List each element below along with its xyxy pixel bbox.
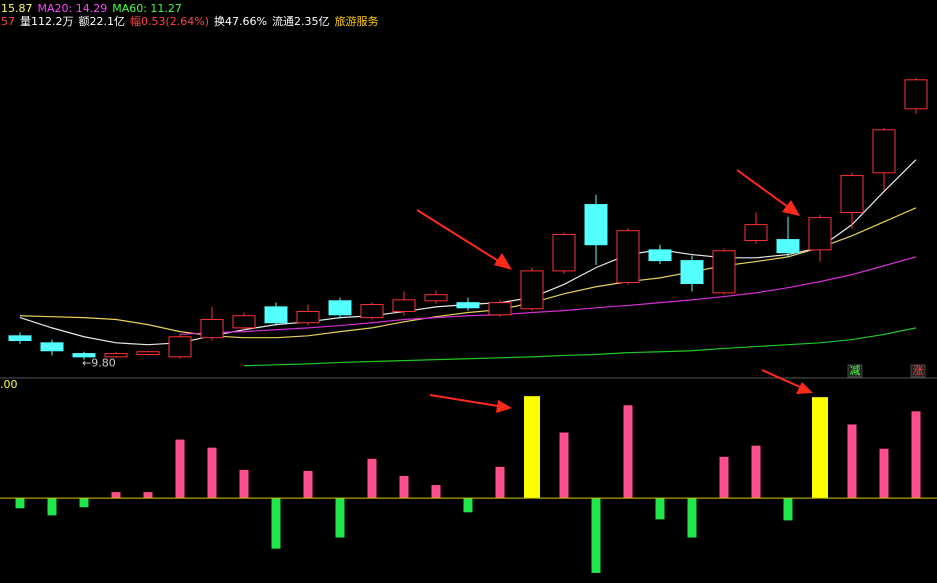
- bar: [15, 498, 25, 509]
- bar: [367, 458, 377, 499]
- bar: [175, 439, 185, 499]
- tag-box: [910, 364, 926, 378]
- bar: [847, 424, 857, 499]
- bar: [911, 411, 921, 499]
- candle-body: [360, 304, 384, 319]
- header-item: 量112.2万: [20, 15, 74, 28]
- bar: [79, 498, 89, 508]
- candle-body: [808, 217, 832, 251]
- header-line-1: 15.87 MA20: 14.29 MA60: 11.27: [1, 2, 187, 15]
- header-item: 57: [1, 15, 15, 28]
- candle-body: [40, 342, 64, 352]
- header-item: 额22.1亿: [78, 15, 126, 28]
- bar: [303, 470, 313, 499]
- bar: [559, 432, 569, 499]
- candle-body: [488, 302, 512, 316]
- bar: [495, 466, 505, 499]
- header-item: MA60: 11.27: [112, 2, 182, 15]
- ma-line: [179, 256, 917, 336]
- candle-body: [200, 318, 224, 339]
- candle-body: [104, 353, 128, 358]
- annotation-arrows: [416, 169, 813, 413]
- bar: [207, 447, 217, 499]
- ma-line: [243, 327, 917, 367]
- candle-body: [520, 270, 544, 310]
- bar: [655, 498, 665, 520]
- candle-body: [648, 249, 672, 262]
- candle-body: [776, 239, 800, 254]
- indicator-label: .00: [0, 378, 18, 391]
- candle-body: [584, 204, 608, 246]
- bar: [812, 397, 828, 499]
- candle-body: [264, 306, 288, 324]
- bar: [143, 492, 153, 499]
- bar: [111, 492, 121, 499]
- bar: [463, 498, 473, 513]
- bar: [879, 448, 889, 499]
- bar: [47, 498, 57, 516]
- bar: [783, 498, 793, 521]
- bar: [239, 469, 249, 499]
- ma-line: [19, 207, 917, 339]
- tag-box: [847, 364, 863, 378]
- bar: [719, 456, 729, 499]
- candle-body: [296, 311, 320, 324]
- header-item: 旅游服务: [334, 15, 379, 28]
- tag: 减: [850, 364, 861, 377]
- tag: 涨: [913, 364, 924, 377]
- candle-body: [72, 353, 96, 358]
- header-item: 15.87: [1, 2, 33, 15]
- bar: [623, 405, 633, 499]
- header-item: 幅0.53(2.64%): [130, 15, 210, 28]
- candle-body: [904, 79, 928, 110]
- header-item: MA20: 14.29: [37, 2, 108, 15]
- bar: [687, 498, 697, 538]
- candle-body: [552, 233, 576, 272]
- bar: [399, 475, 409, 499]
- candle-body: [456, 302, 480, 309]
- candle-body: [680, 260, 704, 285]
- candle-body: [744, 224, 768, 242]
- low-label: ←9.80: [82, 357, 116, 370]
- candle-body: [328, 300, 352, 316]
- bar: [751, 445, 761, 499]
- bar: [431, 485, 441, 499]
- candle-body: [392, 299, 416, 313]
- candle-body: [8, 335, 32, 342]
- header-item: 换47.66%: [214, 15, 267, 28]
- candle-body: [840, 175, 864, 213]
- candle-body: [136, 351, 160, 356]
- header-item: 流通2.35亿: [271, 15, 330, 28]
- candle-body: [232, 315, 256, 329]
- candle-body: [872, 129, 896, 174]
- candle-body: [616, 230, 640, 284]
- bar: [271, 498, 281, 549]
- bar: [524, 396, 540, 499]
- bar: [591, 498, 601, 573]
- candle-body: [712, 250, 736, 294]
- candle-body: [424, 294, 448, 302]
- bar: [335, 498, 345, 538]
- candle-body: [168, 336, 192, 358]
- header-line-2: 57 量112.2万 额22.1亿 幅0.53(2.64%) 换47.66% 流通2.35…: [1, 15, 383, 28]
